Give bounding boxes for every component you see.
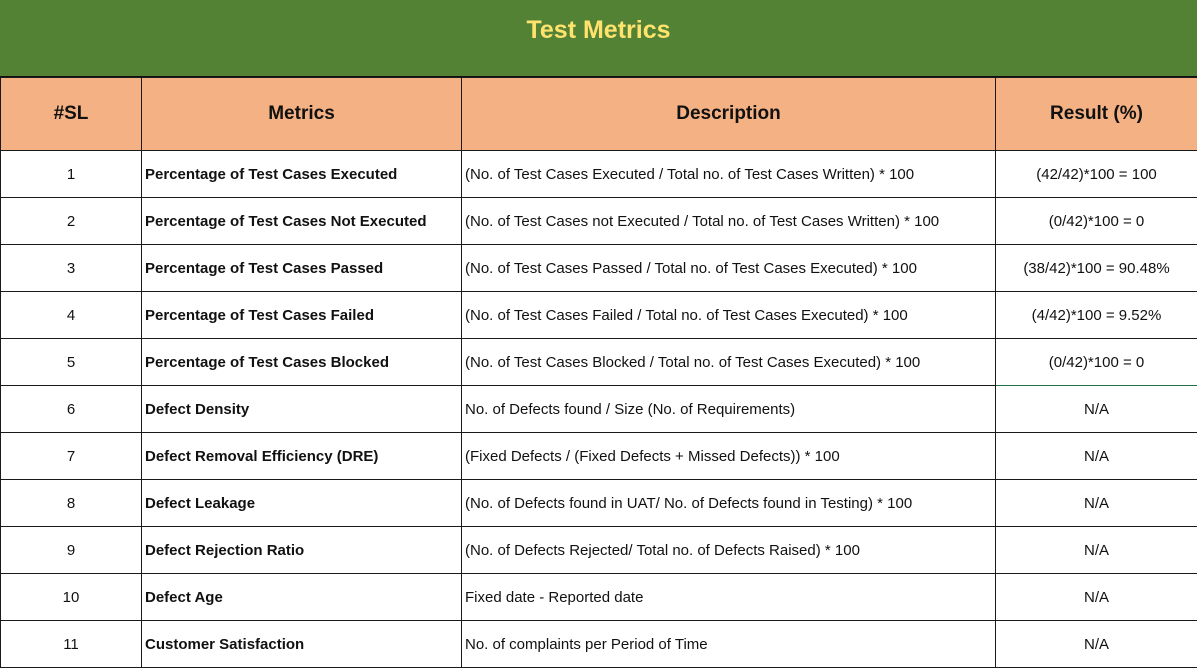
cell-sl[interactable]: 10 [1, 574, 142, 621]
cell-result[interactable]: (0/42)*100 = 0 [996, 198, 1197, 245]
cell-description[interactable]: (No. of Test Cases Passed / Total no. of… [462, 245, 996, 292]
cell-result[interactable]: N/A [996, 621, 1197, 668]
page-title: Test Metrics [526, 16, 670, 45]
cell-sl[interactable]: 1 [1, 151, 142, 198]
cell-result[interactable]: N/A [996, 574, 1197, 621]
cell-result-selected[interactable]: (0/42)*100 = 0 [996, 339, 1197, 386]
cell-description[interactable]: (No. of Test Cases Blocked / Total no. o… [462, 339, 996, 386]
cell-metric[interactable]: Defect Leakage [142, 480, 462, 527]
cell-description[interactable]: No. of complaints per Period of Time [462, 621, 996, 668]
cell-result[interactable]: N/A [996, 527, 1197, 574]
cell-metric[interactable]: Percentage of Test Cases Executed [142, 151, 462, 198]
cell-description[interactable]: (Fixed Defects / (Fixed Defects + Missed… [462, 433, 996, 480]
table-row: 1 Percentage of Test Cases Executed (No.… [1, 151, 1197, 198]
header-row: #SL Metrics Description Result (%) [1, 78, 1197, 151]
table-row: 9 Defect Rejection Ratio (No. of Defects… [1, 527, 1197, 574]
cell-sl[interactable]: 8 [1, 480, 142, 527]
cell-description[interactable]: (No. of Test Cases Failed / Total no. of… [462, 292, 996, 339]
table-row: 7 Defect Removal Efficiency (DRE) (Fixed… [1, 433, 1197, 480]
cell-description[interactable]: No. of Defects found / Size (No. of Requ… [462, 386, 996, 433]
cell-result[interactable]: N/A [996, 480, 1197, 527]
cell-metric[interactable]: Percentage of Test Cases Not Executed [142, 198, 462, 245]
table-row: 3 Percentage of Test Cases Passed (No. o… [1, 245, 1197, 292]
cell-sl[interactable]: 3 [1, 245, 142, 292]
cell-metric[interactable]: Percentage of Test Cases Failed [142, 292, 462, 339]
cell-sl[interactable]: 5 [1, 339, 142, 386]
cell-description[interactable]: (No. of Defects Rejected/ Total no. of D… [462, 527, 996, 574]
table-row: 2 Percentage of Test Cases Not Executed … [1, 198, 1197, 245]
cell-result[interactable]: (4/42)*100 = 9.52% [996, 292, 1197, 339]
cell-result[interactable]: (38/42)*100 = 90.48% [996, 245, 1197, 292]
table-row: 4 Percentage of Test Cases Failed (No. o… [1, 292, 1197, 339]
cell-sl[interactable]: 4 [1, 292, 142, 339]
cell-sl[interactable]: 7 [1, 433, 142, 480]
cell-result[interactable]: (42/42)*100 = 100 [996, 151, 1197, 198]
metrics-table: #SL Metrics Description Result (%) 1 Per… [0, 77, 1197, 668]
cell-description[interactable]: (No. of Defects found in UAT/ No. of Def… [462, 480, 996, 527]
table-row: 8 Defect Leakage (No. of Defects found i… [1, 480, 1197, 527]
table-row: 5 Percentage of Test Cases Blocked (No. … [1, 339, 1197, 386]
cell-metric[interactable]: Defect Rejection Ratio [142, 527, 462, 574]
cell-sl[interactable]: 11 [1, 621, 142, 668]
cell-result[interactable]: N/A [996, 386, 1197, 433]
title-bar[interactable]: Test Metrics [0, 0, 1197, 77]
cell-description[interactable]: (No. of Test Cases Executed / Total no. … [462, 151, 996, 198]
cell-metric[interactable]: Defect Density [142, 386, 462, 433]
cell-metric[interactable]: Defect Removal Efficiency (DRE) [142, 433, 462, 480]
cell-description[interactable]: Fixed date - Reported date [462, 574, 996, 621]
cell-result[interactable]: N/A [996, 433, 1197, 480]
cell-metric[interactable]: Percentage of Test Cases Passed [142, 245, 462, 292]
cell-sl[interactable]: 2 [1, 198, 142, 245]
cell-sl[interactable]: 9 [1, 527, 142, 574]
cell-description[interactable]: (No. of Test Cases not Executed / Total … [462, 198, 996, 245]
cell-metric[interactable]: Percentage of Test Cases Blocked [142, 339, 462, 386]
header-description[interactable]: Description [462, 78, 996, 151]
header-sl[interactable]: #SL [1, 78, 142, 151]
cell-metric[interactable]: Customer Satisfaction [142, 621, 462, 668]
cell-metric[interactable]: Defect Age [142, 574, 462, 621]
table-row: 11 Customer Satisfaction No. of complain… [1, 621, 1197, 668]
header-metrics[interactable]: Metrics [142, 78, 462, 151]
header-result[interactable]: Result (%) [996, 78, 1197, 151]
table-row: 6 Defect Density No. of Defects found / … [1, 386, 1197, 433]
table-row: 10 Defect Age Fixed date - Reported date… [1, 574, 1197, 621]
cell-sl[interactable]: 6 [1, 386, 142, 433]
